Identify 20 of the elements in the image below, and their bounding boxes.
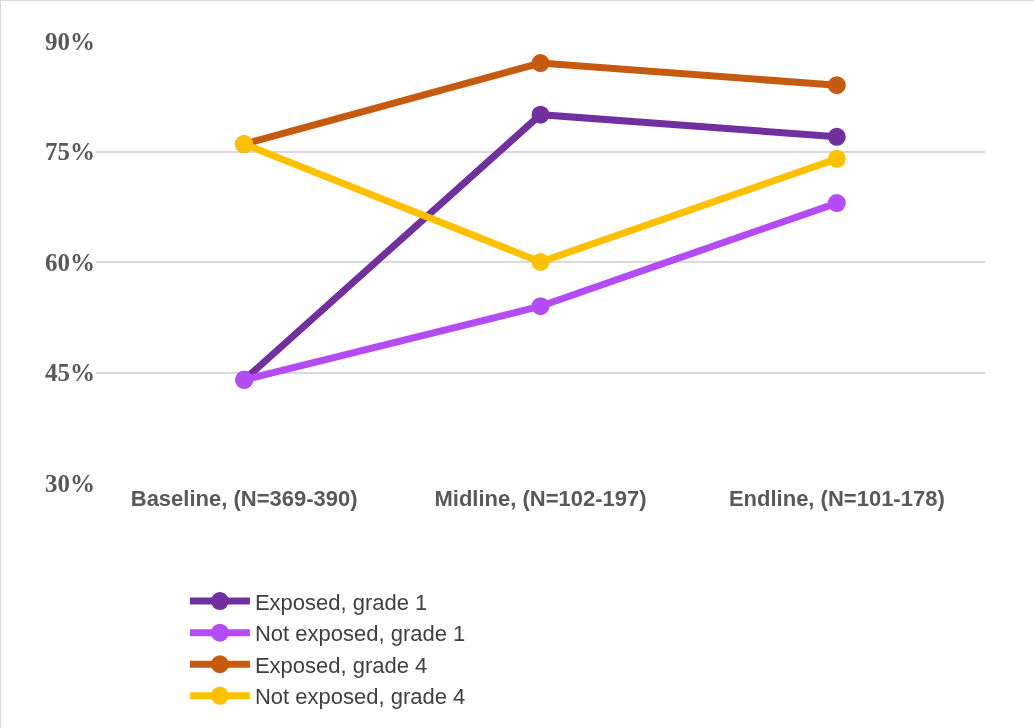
point: [827, 149, 846, 168]
point: [531, 297, 550, 316]
x-tick-label: Baseline, (N=369-390): [130, 486, 358, 511]
y-tick-label: 75%: [45, 138, 95, 166]
legend-label: Not exposed, grade 1: [254, 621, 466, 647]
point: [827, 127, 846, 146]
point: [531, 54, 550, 73]
x-tick-label: Endline, (N=101-178): [728, 486, 945, 511]
y-tick-label: 60%: [45, 248, 95, 276]
legend-label: Exposed, grade 4: [254, 652, 428, 678]
y-tick-label: 45%: [45, 359, 95, 387]
y-tick-label: 30%: [45, 469, 95, 497]
y-tick-label: 90%: [45, 27, 95, 55]
x-tick-label: Midline, (N=102-197): [434, 486, 647, 511]
point: [531, 253, 550, 271]
point: [531, 105, 550, 124]
legend-label: Not exposed, grade 4: [254, 684, 466, 710]
point: [827, 76, 846, 95]
point: [827, 194, 846, 213]
legend-label: Exposed, grade 1: [254, 589, 428, 615]
